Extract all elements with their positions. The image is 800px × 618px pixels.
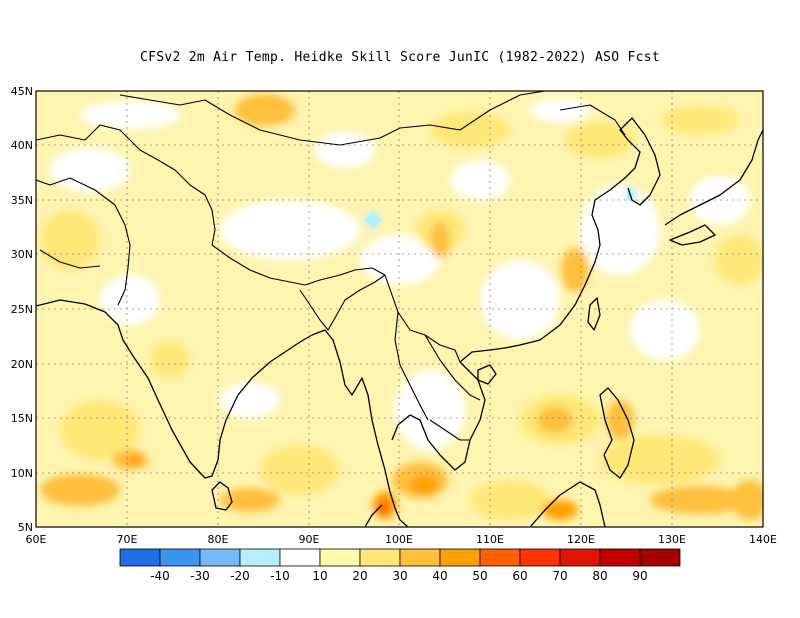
colorbar-swatch bbox=[559, 548, 601, 567]
colorbar-swatch bbox=[479, 548, 521, 567]
political-borders bbox=[36, 91, 626, 441]
lon-tick: 70E bbox=[117, 533, 138, 546]
lon-tick: 90E bbox=[299, 533, 320, 546]
lat-tick: 5N bbox=[18, 521, 33, 534]
colorbar-label: 90 bbox=[632, 569, 647, 583]
colorbar-label: 20 bbox=[352, 569, 367, 583]
colorbar-swatch bbox=[119, 548, 161, 567]
lat-tick: 10N bbox=[11, 467, 33, 480]
lat-tick: 20N bbox=[11, 358, 33, 371]
lat-axis: 5N 10N 15N 20N 25N 30N 35N 40N 45N bbox=[11, 85, 33, 534]
lon-tick: 130E bbox=[658, 533, 686, 546]
colorbar-label: 40 bbox=[432, 569, 447, 583]
colorbar-label: -30 bbox=[190, 569, 210, 583]
plot-frame bbox=[35, 90, 764, 528]
colorbar-swatch bbox=[519, 548, 561, 567]
lon-tick: 60E bbox=[26, 533, 47, 546]
lat-tick: 40N bbox=[11, 139, 33, 152]
coastlines bbox=[36, 117, 763, 527]
lon-tick: 140E bbox=[749, 533, 777, 546]
colorbar-swatch bbox=[439, 548, 481, 567]
colorbar-label: 30 bbox=[392, 569, 407, 583]
colorbar-swatch bbox=[199, 548, 241, 567]
lon-tick: 100E bbox=[385, 533, 413, 546]
colorbar-swatch bbox=[399, 548, 441, 567]
colorbar-label: 10 bbox=[312, 569, 327, 583]
colorbar-label: 80 bbox=[592, 569, 607, 583]
colorbar-swatch bbox=[159, 548, 201, 567]
colorbar-label: -40 bbox=[150, 569, 170, 583]
colorbar-swatch bbox=[639, 548, 681, 567]
colorbar-label: 60 bbox=[512, 569, 527, 583]
lon-tick: 110E bbox=[476, 533, 504, 546]
colorbar-label: -20 bbox=[230, 569, 250, 583]
map-title: CFSv2 2m Air Temp. Heidke Skill Score Ju… bbox=[139, 50, 661, 65]
colorbar-label: 50 bbox=[472, 569, 487, 583]
lat-tick: 15N bbox=[11, 412, 33, 425]
lon-axis: 60E 70E 80E 90E 100E 110E 120E 130E 140E bbox=[26, 533, 777, 546]
negative-skill-patch bbox=[364, 211, 382, 229]
colorbar-swatch bbox=[599, 548, 641, 567]
colorbar-swatch bbox=[319, 548, 361, 567]
lon-tick: 120E bbox=[567, 533, 595, 546]
colorbar-label: 70 bbox=[552, 569, 567, 583]
colorbar-labels: -40 -30 -20 -10 10 20 30 40 50 60 70 80 90 bbox=[150, 569, 647, 583]
lat-tick: 35N bbox=[11, 194, 33, 207]
colorbar-label: -10 bbox=[270, 569, 290, 583]
lat-tick: 45N bbox=[11, 85, 33, 98]
lat-tick: 30N bbox=[11, 248, 33, 261]
lon-tick: 80E bbox=[208, 533, 229, 546]
colorbar-swatch bbox=[279, 548, 321, 567]
colorbar bbox=[119, 548, 681, 567]
gridlines bbox=[36, 91, 763, 527]
colorbar-swatch bbox=[239, 548, 281, 567]
colorbar-swatch bbox=[359, 548, 401, 567]
lat-tick: 25N bbox=[11, 303, 33, 316]
